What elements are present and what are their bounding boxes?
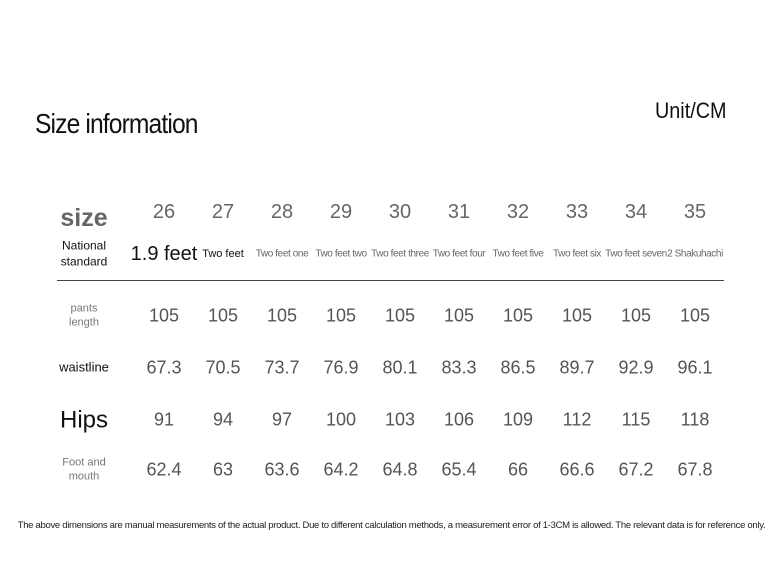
- table-cell: 33: [565, 201, 589, 223]
- table-cell: 73.7: [264, 357, 300, 378]
- table-cell: Two feet four: [432, 248, 486, 260]
- table-cell: 97: [271, 409, 293, 430]
- row-label: National standard: [60, 238, 108, 268]
- table-cell: 80.1: [382, 357, 418, 378]
- row-label: size: [60, 203, 108, 232]
- table-cell: 115: [621, 409, 651, 430]
- table-cell: 105: [620, 305, 652, 326]
- table-cell: 105: [679, 305, 711, 326]
- table-cell: 105: [502, 305, 534, 326]
- table-cell: 91: [153, 409, 175, 430]
- table-cell: 66: [507, 459, 529, 480]
- table-cell: 76.9: [323, 357, 359, 378]
- table-cell: 118: [680, 409, 710, 430]
- table-cell: 112: [562, 409, 592, 430]
- row-label: waistline: [59, 359, 109, 375]
- divider: [57, 280, 724, 281]
- table-cell: Two feet one: [255, 248, 309, 260]
- table-cell: Two feet: [202, 247, 244, 260]
- table-cell: 105: [384, 305, 416, 326]
- table-cell: 62.4: [146, 459, 182, 480]
- table-cell: 86.5: [500, 357, 536, 378]
- table-cell: Two feet three: [371, 248, 429, 260]
- table-cell: 2 Shakuhachi: [667, 248, 723, 260]
- table-cell: 63: [212, 459, 234, 480]
- table-cell: 28: [270, 201, 294, 223]
- unit-label: Unit/CM: [655, 98, 727, 123]
- row-label: pants length: [69, 302, 99, 329]
- table-cell: 105: [443, 305, 475, 326]
- table-cell: 92.9: [618, 357, 654, 378]
- table-cell: 35: [683, 201, 707, 223]
- table-cell: 67.8: [677, 459, 713, 480]
- table-cell: 34: [624, 201, 648, 223]
- table-cell: 63.6: [264, 459, 300, 480]
- title: Size information: [35, 108, 198, 139]
- table-cell: 64.8: [382, 459, 418, 480]
- table-cell: 105: [207, 305, 239, 326]
- table-cell: Two feet six: [553, 248, 601, 260]
- table-cell: 105: [148, 305, 180, 326]
- table-cell: 109: [502, 409, 534, 430]
- table-cell: 65.4: [441, 459, 477, 480]
- table-cell: Two feet two: [315, 248, 367, 260]
- table-cell: 89.7: [559, 357, 595, 378]
- table-cell: 30: [388, 201, 412, 223]
- table-cell: 96.1: [677, 357, 713, 378]
- table-cell: 83.3: [441, 357, 477, 378]
- table-cell: 67.2: [618, 459, 654, 480]
- table-cell: 1.9 feet: [130, 243, 198, 265]
- table-cell: 100: [325, 409, 357, 430]
- row-label: Foot and mouth: [62, 456, 106, 483]
- table-cell: 26: [152, 201, 176, 223]
- table-cell: Two feet five: [492, 248, 544, 260]
- table-cell: 67.3: [146, 357, 182, 378]
- table-cell: 70.5: [205, 357, 241, 378]
- footnote: The above dimensions are manual measurem…: [17, 520, 766, 531]
- table-cell: 64.2: [323, 459, 359, 480]
- table-cell: 105: [325, 305, 357, 326]
- table-cell: 29: [329, 201, 353, 223]
- table-cell: 103: [384, 409, 416, 430]
- table-cell: 32: [506, 201, 530, 223]
- table-cell: 105: [561, 305, 593, 326]
- table-cell: 66.6: [559, 459, 595, 480]
- table-cell: 94: [212, 409, 234, 430]
- table-cell: 106: [443, 409, 475, 430]
- table-cell: Two feet seven: [605, 248, 667, 260]
- table-cell: 31: [447, 201, 471, 223]
- table-cell: 105: [266, 305, 298, 326]
- row-label: Hips: [59, 406, 108, 434]
- table-cell: 27: [211, 201, 235, 223]
